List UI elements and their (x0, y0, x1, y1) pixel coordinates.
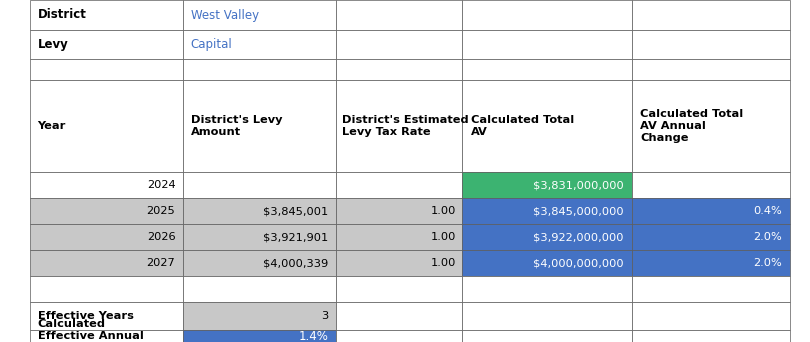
Text: Capital: Capital (190, 38, 232, 51)
Bar (336, 276, 462, 302)
Text: 2024: 2024 (147, 180, 175, 190)
Bar (30, 80, 183, 172)
Text: District's Levy
Amount: District's Levy Amount (190, 115, 282, 137)
Bar (632, 276, 790, 302)
Text: 0.4%: 0.4% (753, 206, 782, 216)
Text: Calculated Total
AV: Calculated Total AV (471, 115, 573, 137)
Bar (632, 250, 790, 276)
Bar (632, 172, 790, 198)
Bar (183, 59, 336, 80)
Bar (30, 30, 183, 59)
Text: 2027: 2027 (147, 258, 175, 268)
Text: $3,845,001: $3,845,001 (263, 206, 328, 216)
Bar (183, 302, 336, 330)
Bar (462, 276, 632, 302)
Bar (632, 224, 790, 250)
Text: District: District (37, 9, 87, 22)
Text: 1.4%: 1.4% (298, 329, 328, 342)
Text: Levy: Levy (37, 38, 68, 51)
Text: Effective Years: Effective Years (37, 311, 134, 321)
Bar (632, 59, 790, 80)
Bar (336, 330, 462, 342)
Bar (183, 0, 336, 30)
Bar (336, 30, 462, 59)
Bar (462, 0, 632, 30)
Bar (183, 172, 336, 198)
Bar (632, 80, 790, 172)
Text: $4,000,000,000: $4,000,000,000 (533, 258, 624, 268)
Bar (30, 59, 183, 80)
Bar (462, 302, 632, 330)
Text: $3,831,000,000: $3,831,000,000 (533, 180, 624, 190)
Bar (183, 250, 336, 276)
Text: 3: 3 (321, 311, 328, 321)
Bar (336, 302, 462, 330)
Bar (30, 0, 183, 30)
Text: 2026: 2026 (147, 232, 175, 242)
Bar (462, 250, 632, 276)
Bar (183, 276, 336, 302)
Text: $3,922,000,000: $3,922,000,000 (533, 232, 624, 242)
Bar (336, 0, 462, 30)
Bar (336, 224, 462, 250)
Bar (632, 30, 790, 59)
Text: West Valley: West Valley (190, 9, 258, 22)
Bar (632, 302, 790, 330)
Bar (336, 172, 462, 198)
Bar (183, 30, 336, 59)
Bar (462, 80, 632, 172)
Bar (30, 250, 183, 276)
Bar (336, 250, 462, 276)
Bar (462, 30, 632, 59)
Text: Calculated
Effective Annual
Total AV Change: Calculated Effective Annual Total AV Cha… (37, 319, 143, 342)
Bar (632, 198, 790, 224)
Bar (30, 224, 183, 250)
Text: 1.00: 1.00 (430, 258, 456, 268)
Bar (462, 59, 632, 80)
Text: $3,845,000,000: $3,845,000,000 (533, 206, 624, 216)
Bar (30, 198, 183, 224)
Bar (30, 276, 183, 302)
Bar (183, 80, 336, 172)
Bar (462, 330, 632, 342)
Text: 1.00: 1.00 (430, 232, 456, 242)
Bar (336, 80, 462, 172)
Text: Calculated Total
AV Annual
Change: Calculated Total AV Annual Change (640, 109, 743, 143)
Bar (462, 172, 632, 198)
Bar (462, 224, 632, 250)
Bar (183, 198, 336, 224)
Text: Year: Year (37, 121, 66, 131)
Text: 1.00: 1.00 (430, 206, 456, 216)
Bar (30, 302, 183, 330)
Text: 2025: 2025 (147, 206, 175, 216)
Bar (30, 330, 183, 342)
Bar (183, 224, 336, 250)
Bar (462, 198, 632, 224)
Bar (183, 330, 336, 342)
Text: 2.0%: 2.0% (753, 232, 782, 242)
Text: $4,000,339: $4,000,339 (263, 258, 328, 268)
Bar (632, 0, 790, 30)
Bar (336, 59, 462, 80)
Bar (30, 172, 183, 198)
Bar (336, 198, 462, 224)
Text: $3,921,901: $3,921,901 (263, 232, 328, 242)
Text: District's Estimated
Levy Tax Rate: District's Estimated Levy Tax Rate (343, 115, 469, 137)
Text: 2.0%: 2.0% (753, 258, 782, 268)
Bar (632, 330, 790, 342)
